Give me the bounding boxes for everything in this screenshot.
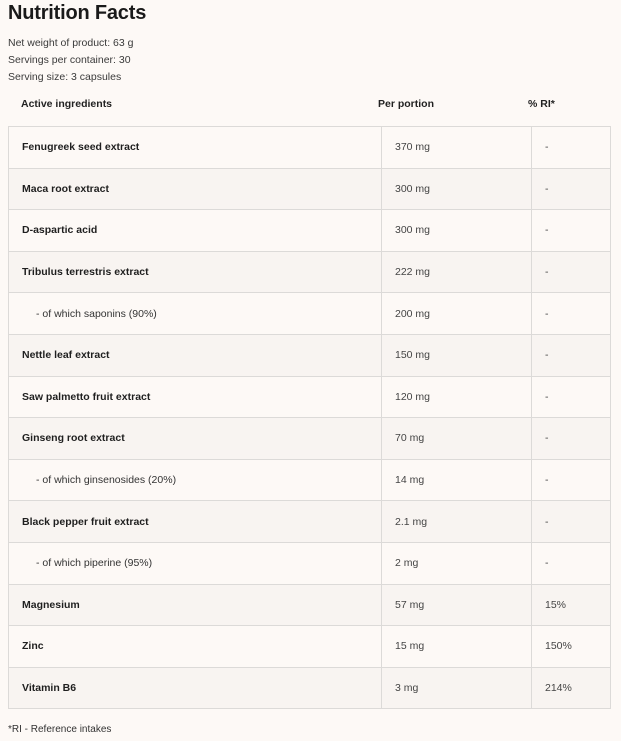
net-weight: Net weight of product: 63 g (8, 37, 134, 49)
ingredient-name: Ginseng root extract (8, 417, 382, 460)
ri-value: - (531, 541, 611, 585)
ingredient-name: - of which saponins (90%) (8, 292, 382, 335)
table-row: Ginseng root extract 70 mg - (8, 417, 611, 460)
table-row: Maca root extract 300 mg - (8, 167, 611, 211)
amount: 300 mg (381, 209, 532, 252)
ingredient-name: D-aspartic acid (8, 209, 382, 252)
amount: 15 mg (381, 625, 532, 668)
table-row: - of which ginsenosides (20%) 14 mg - (8, 458, 611, 502)
table-row: Nettle leaf extract 150 mg - (8, 333, 611, 377)
table-row: Zinc 15 mg 150% (8, 625, 611, 668)
ingredient-name: Saw palmetto fruit extract (8, 375, 382, 419)
ri-value: 214% (531, 666, 611, 710)
page-title: Nutrition Facts (8, 2, 147, 24)
ingredient-name: Vitamin B6 (8, 666, 382, 710)
amount: 222 mg (381, 250, 532, 294)
ingredient-name: Black pepper fruit extract (8, 500, 382, 543)
amount: 200 mg (381, 292, 532, 335)
table-row: Tribulus terrestris extract 222 mg - (8, 250, 611, 294)
header-ingredients: Active ingredients (21, 98, 113, 110)
ingredient-name: Fenugreek seed extract (8, 126, 382, 169)
amount: 2 mg (381, 541, 532, 585)
serving-size: Serving size: 3 capsules (8, 71, 122, 83)
amount: 300 mg (381, 167, 532, 211)
ri-value: 150% (531, 625, 611, 668)
header-per-portion: Per portion (378, 98, 435, 110)
servings-per-container: Servings per container: 30 (8, 54, 131, 66)
ingredient-name: Tribulus terrestris extract (8, 250, 382, 294)
ri-value: - (531, 167, 611, 211)
amount: 150 mg (381, 333, 532, 377)
ri-value: - (531, 209, 611, 252)
ingredient-name: Zinc (8, 625, 382, 668)
ingredient-name: - of which piperine (95%) (8, 541, 382, 585)
amount: 120 mg (381, 375, 532, 419)
table-row: Black pepper fruit extract 2.1 mg - (8, 500, 611, 543)
ri-value: - (531, 250, 611, 294)
table-row: - of which piperine (95%) 2 mg - (8, 541, 611, 585)
table-row: D-aspartic acid 300 mg - (8, 209, 611, 252)
ri-value: - (531, 375, 611, 419)
ingredient-name: - of which ginsenosides (20%) (8, 458, 382, 502)
amount: 3 mg (381, 666, 532, 710)
table-row: Saw palmetto fruit extract 120 mg - (8, 375, 611, 419)
amount: 70 mg (381, 417, 532, 460)
amount: 14 mg (381, 458, 532, 502)
ri-value: 15% (531, 583, 611, 627)
ri-value: - (531, 500, 611, 543)
table-row: Fenugreek seed extract 370 mg - (8, 126, 611, 169)
amount: 370 mg (381, 126, 532, 169)
footnote: *RI - Reference intakes (8, 724, 112, 735)
amount: 57 mg (381, 583, 532, 627)
ri-value: - (531, 417, 611, 460)
header-ri: % RI* (528, 98, 555, 110)
ingredient-name: Magnesium (8, 583, 382, 627)
table-row: - of which saponins (90%) 200 mg - (8, 292, 611, 335)
ri-value: - (531, 292, 611, 335)
table-row: Magnesium 57 mg 15% (8, 583, 611, 627)
ri-value: - (531, 458, 611, 502)
nutrition-table: Fenugreek seed extract 370 mg - Maca root e… (8, 126, 611, 710)
table-row: Vitamin B6 3 mg 214% (8, 666, 611, 710)
amount: 2.1 mg (381, 500, 532, 543)
ri-value: - (531, 333, 611, 377)
ingredient-name: Nettle leaf extract (8, 333, 382, 377)
ingredient-name: Maca root extract (8, 167, 382, 211)
ri-value: - (531, 126, 611, 169)
